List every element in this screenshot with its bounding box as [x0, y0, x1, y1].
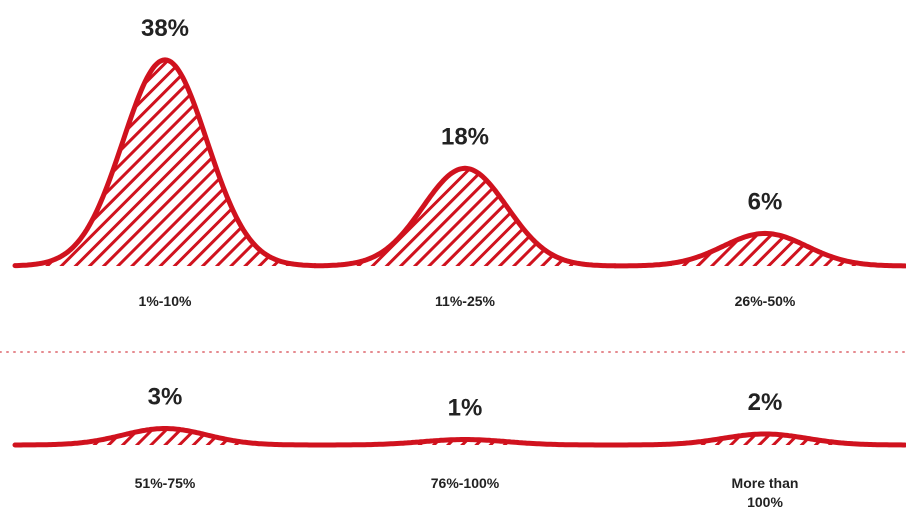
peak-fill-3 [615, 233, 905, 266]
peak-outline-6 [612, 431, 906, 448]
peak-fill-5 [315, 439, 615, 445]
value-label-6: 2% [748, 389, 783, 416]
peak-outline-1 [12, 57, 318, 269]
peak-fill-2 [315, 168, 615, 266]
value-label-1: 38% [141, 15, 189, 42]
peak-fill-4 [15, 428, 315, 445]
value-label-3: 6% [748, 188, 783, 215]
peak-outline-5 [312, 437, 618, 448]
category-label-4: 51%-75% [135, 475, 196, 491]
value-label-2: 18% [441, 123, 489, 150]
category-label-6: More than 100% [732, 475, 799, 510]
value-label-4: 3% [148, 384, 183, 411]
peak-outline-4 [12, 426, 318, 448]
peak-outline-3 [612, 230, 906, 269]
peak-outline-2 [312, 165, 618, 269]
category-label-1: 1%-10% [139, 293, 192, 309]
category-label-3: 26%-50% [735, 293, 796, 309]
value-label-5: 1% [448, 395, 483, 422]
peak-fill-1 [15, 59, 315, 267]
category-label-2: 11%-25% [435, 293, 495, 309]
category-label-5: 76%-100% [431, 475, 500, 491]
